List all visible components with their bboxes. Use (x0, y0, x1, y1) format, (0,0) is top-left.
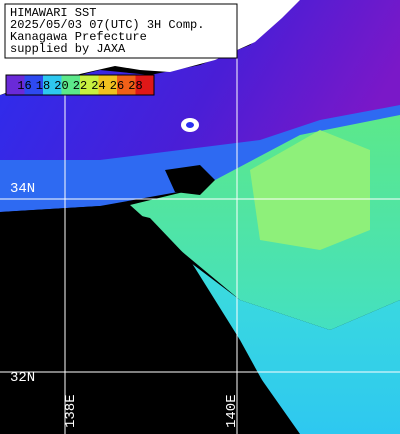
lon-label: 140E (224, 394, 240, 428)
lat-label: 32N (10, 370, 35, 386)
legend-swatch (6, 75, 25, 95)
blue-band (0, 105, 400, 212)
legend-label: 26 (110, 79, 124, 93)
cool-sea (0, 0, 400, 212)
legend-label: 28 (128, 79, 142, 93)
legend-label: 22 (73, 79, 87, 93)
bay (186, 122, 194, 128)
legend-label: 16 (17, 79, 31, 93)
header-line: Kanagawa Prefecture (10, 30, 147, 44)
legend-swatch (98, 75, 118, 95)
warm-core (250, 130, 370, 250)
legend-swatch (80, 75, 99, 95)
lat-label: 34N (10, 181, 35, 197)
cyan-sea (150, 232, 400, 434)
legend-frame (5, 74, 155, 96)
header-line: HIMAWARI SST (10, 6, 96, 20)
legend: 16 18 20 22 24 26 28 (5, 74, 155, 96)
legend-swatch (43, 75, 62, 95)
coast (0, 206, 290, 434)
legend-label: 18 (36, 79, 50, 93)
legend-label: 20 (54, 79, 68, 93)
legend-swatch (61, 75, 81, 95)
cloud (165, 165, 215, 195)
header-box (4, 3, 238, 59)
legend-swatch (24, 75, 44, 95)
legend-label: 24 (91, 79, 105, 93)
legend-swatch (135, 75, 155, 95)
legend-swatch (117, 75, 136, 95)
header-line: supplied by JAXA (10, 42, 126, 56)
header-line: 2025/05/03 07(UTC) 3H Comp. (10, 18, 204, 32)
lon-label: 138E (63, 394, 79, 428)
